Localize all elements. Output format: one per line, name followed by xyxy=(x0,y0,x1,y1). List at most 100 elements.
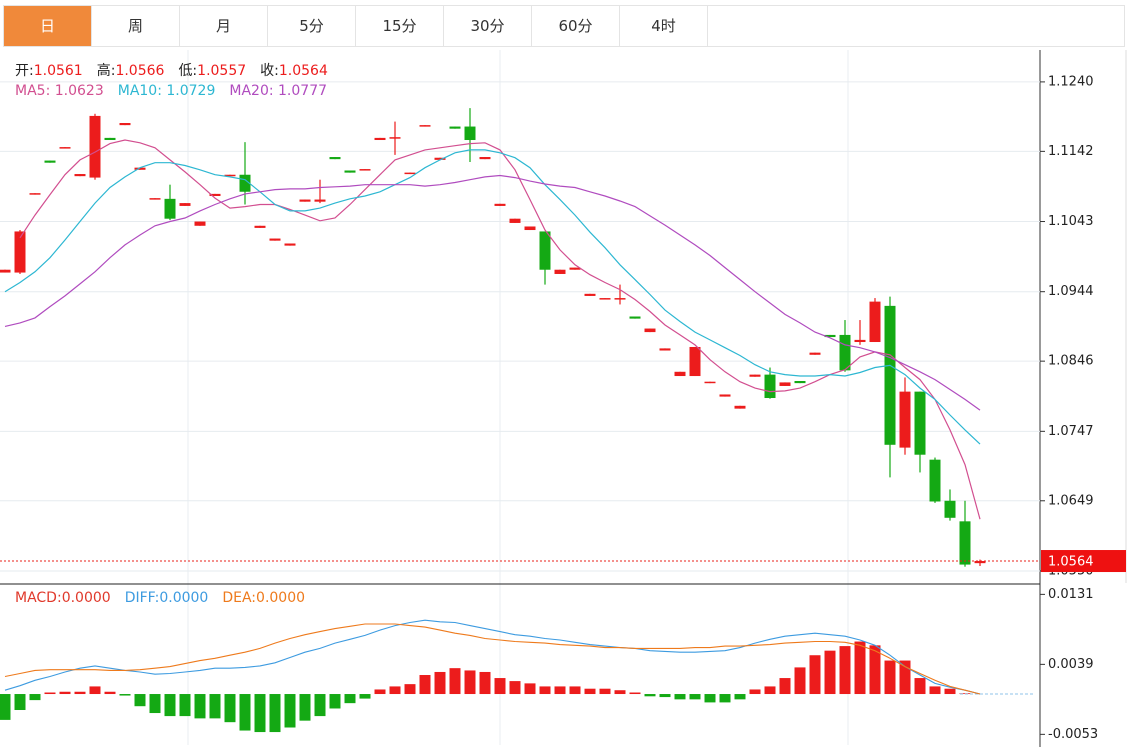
y-tick-label: 1.0846 xyxy=(1048,354,1094,369)
macd-bar xyxy=(869,645,881,695)
macd-bar xyxy=(194,694,206,719)
legend-label: MA20: xyxy=(229,83,274,99)
macd-bar xyxy=(569,686,581,695)
candle-body xyxy=(734,405,746,409)
tab[interactable]: 60分 xyxy=(532,6,620,46)
macd-bar xyxy=(419,675,431,695)
ma-legend: MA5: 1.0623 MA10: 1.0729 MA20: 1.0777 xyxy=(15,83,341,99)
candle-body xyxy=(689,346,701,377)
candle-body xyxy=(284,243,296,246)
candle-body xyxy=(869,301,881,343)
candle-body xyxy=(719,394,731,397)
macd-bar xyxy=(29,694,41,701)
candle-body xyxy=(779,382,791,386)
y-tick-label: 0.0039 xyxy=(1048,657,1094,672)
macd-line xyxy=(4,619,981,695)
macd-bar xyxy=(359,694,371,699)
ohlc-readout: 开:1.0561 高:1.0566 低:1.0557 收:1.0564 xyxy=(15,60,342,80)
candle-body xyxy=(569,267,581,270)
candle-body xyxy=(224,174,236,177)
ohlc-value: 1.0561 xyxy=(33,63,83,79)
ohlc-item: 收:1.0564 xyxy=(260,63,328,79)
candle-body xyxy=(794,380,806,384)
y-tick-label: 1.0944 xyxy=(1048,284,1094,299)
candle-body xyxy=(419,125,431,127)
macd-bar xyxy=(44,692,56,695)
macd-bar xyxy=(284,694,296,728)
legend-label: MA5: xyxy=(15,83,51,99)
tab[interactable]: 日 xyxy=(4,6,92,46)
candle-body xyxy=(929,459,941,502)
ma-line xyxy=(4,174,981,411)
macd-bar xyxy=(344,694,356,704)
tab[interactable]: 30分 xyxy=(444,6,532,46)
candle-body xyxy=(914,391,926,455)
legend-label: MACD: xyxy=(15,590,62,606)
macd-bar xyxy=(599,688,611,695)
ohlc-item: 高:1.0566 xyxy=(97,63,165,79)
candle-body xyxy=(149,198,161,200)
candle-body xyxy=(239,174,251,192)
y-tick-label: 1.0747 xyxy=(1048,424,1094,439)
macd-bar xyxy=(899,660,911,695)
macd-bar xyxy=(749,689,761,695)
candle-body xyxy=(824,334,836,338)
last-price-label: 1.0564 xyxy=(1048,555,1094,570)
macd-bar xyxy=(794,667,806,695)
macd-bar xyxy=(764,686,776,695)
tab[interactable]: 4时 xyxy=(620,6,708,46)
macd-bar xyxy=(659,694,671,698)
macd-bar xyxy=(494,678,506,695)
macd-bar xyxy=(719,694,731,703)
candle-body xyxy=(59,147,71,149)
candle-body xyxy=(104,137,116,141)
tab[interactable]: 5分 xyxy=(268,6,356,46)
ohlc-item: 低:1.0557 xyxy=(178,63,246,79)
ohlc-value: 1.0566 xyxy=(115,63,165,79)
candle-body xyxy=(134,167,146,170)
candle-body xyxy=(944,500,956,518)
candle-body xyxy=(764,374,776,399)
candle-body xyxy=(899,391,911,448)
tab[interactable]: 15分 xyxy=(356,6,444,46)
macd-bar xyxy=(929,686,941,695)
candle-body xyxy=(44,160,56,163)
candle-body xyxy=(809,352,821,355)
candle-body xyxy=(854,339,866,343)
macd-bar xyxy=(944,688,956,695)
macd-bar xyxy=(329,694,341,709)
macd-bar xyxy=(269,694,281,733)
tab[interactable]: 周 xyxy=(92,6,180,46)
legend-item: MA5: 1.0623 xyxy=(15,83,104,99)
legend-value: 0.0000 xyxy=(256,590,306,606)
legend-item: MA10: 1.0729 xyxy=(118,83,216,99)
legend-value: 1.0777 xyxy=(278,83,328,99)
legend-value: 0.0000 xyxy=(159,590,209,606)
macd-bar xyxy=(644,694,656,697)
macd-bar xyxy=(14,694,26,711)
legend-value: 1.0729 xyxy=(166,83,216,99)
tab[interactable]: 月 xyxy=(180,6,268,46)
macd-bar xyxy=(0,694,11,720)
y-tick-label: 1.0649 xyxy=(1048,493,1094,508)
macd-bar xyxy=(509,681,521,695)
macd-bar xyxy=(209,694,221,719)
macd-bar xyxy=(779,678,791,695)
macd-bar xyxy=(524,683,536,695)
macd-bar xyxy=(224,694,236,723)
candle-body xyxy=(119,123,131,126)
candle-body xyxy=(524,226,536,231)
macd-bar xyxy=(254,694,266,733)
legend-label: DEA: xyxy=(222,590,257,606)
candle-body xyxy=(959,521,971,565)
macd-bar xyxy=(449,668,461,695)
candle-body xyxy=(14,231,26,273)
macd-bar xyxy=(164,694,176,717)
candle-body xyxy=(614,298,626,300)
candle-body xyxy=(749,374,761,377)
candle-body xyxy=(194,221,206,226)
legend-value: 0.0000 xyxy=(61,590,111,606)
legend-item: DEA:0.0000 xyxy=(222,590,305,606)
candle-body xyxy=(509,218,521,223)
